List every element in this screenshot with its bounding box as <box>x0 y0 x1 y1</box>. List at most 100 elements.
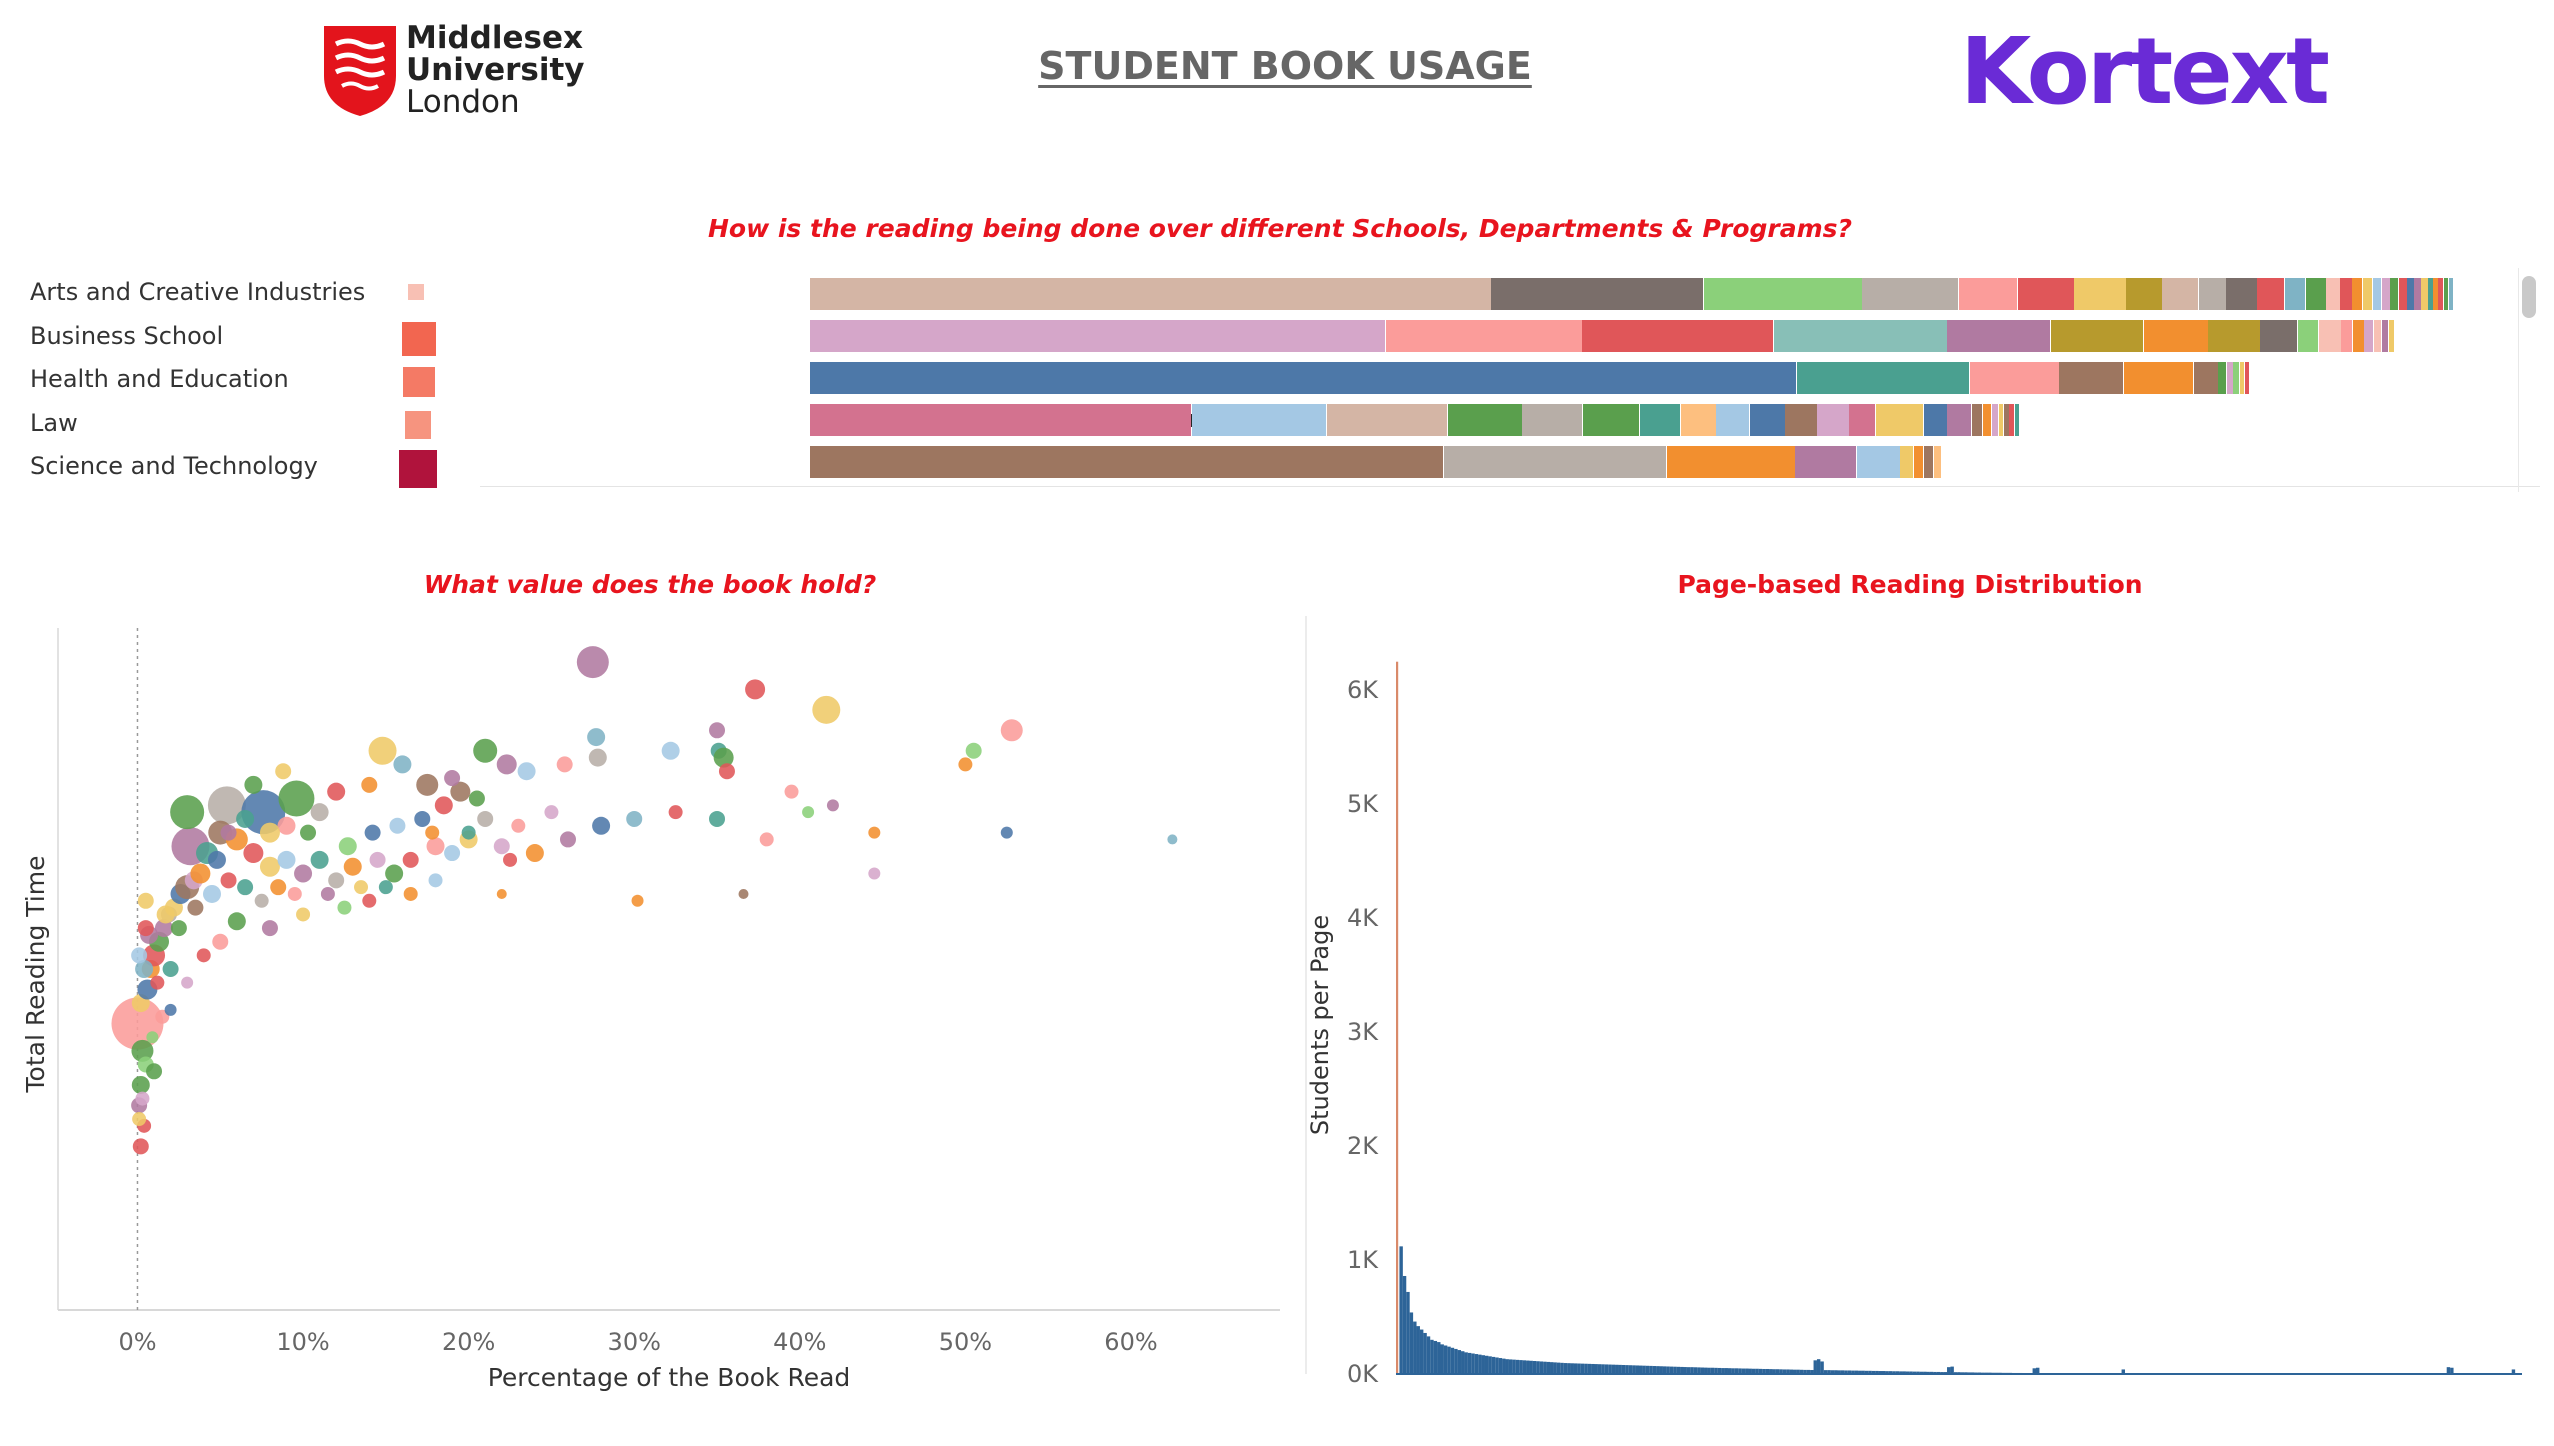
scatter-point[interactable] <box>154 919 173 938</box>
histogram-bar[interactable] <box>1731 1368 1735 1374</box>
histogram-bar[interactable] <box>1662 1366 1667 1374</box>
bar-segment[interactable] <box>810 320 1386 352</box>
histogram-bar[interactable] <box>1512 1359 1516 1374</box>
scatter-point[interactable] <box>212 933 229 950</box>
histogram-bar[interactable] <box>1717 1367 1722 1374</box>
scatter-point[interactable] <box>403 886 418 901</box>
histogram-bar[interactable] <box>1478 1354 1482 1374</box>
scatter-point[interactable] <box>207 786 246 825</box>
histogram-bar[interactable] <box>1858 1370 1862 1374</box>
histogram-bar[interactable] <box>1498 1358 1503 1374</box>
scatter-point[interactable] <box>277 850 296 869</box>
histogram-bar[interactable] <box>1738 1368 1742 1374</box>
histogram-bar[interactable] <box>1546 1361 1551 1374</box>
histogram-bar[interactable] <box>1454 1348 1458 1374</box>
bar-segment[interactable] <box>810 362 1797 394</box>
histogram-bar[interactable] <box>1923 1371 1927 1374</box>
scatter-point[interactable] <box>135 1091 150 1106</box>
scatter-point[interactable] <box>517 762 536 781</box>
histogram-bar[interactable] <box>2032 1368 2037 1374</box>
histogram-bar[interactable] <box>1502 1358 1506 1374</box>
histogram-bar[interactable] <box>1491 1356 1496 1374</box>
bar-segment[interactable] <box>2074 278 2126 310</box>
bar-segment[interactable] <box>2198 278 2226 310</box>
scatter-point[interactable] <box>493 838 510 855</box>
histogram-bar[interactable] <box>1919 1371 1924 1374</box>
scatter-point[interactable] <box>196 948 211 963</box>
bar-segment[interactable] <box>1639 404 1681 436</box>
scatter-point[interactable] <box>745 679 766 700</box>
scrollbar-thumb[interactable] <box>2522 276 2536 318</box>
histogram-bar[interactable] <box>1556 1362 1561 1374</box>
histogram-bar[interactable] <box>1769 1369 1773 1374</box>
bar-segment[interactable] <box>2352 320 2364 352</box>
bar-segment[interactable] <box>2381 278 2390 310</box>
histogram-bar[interactable] <box>1803 1369 1807 1374</box>
scatter-point[interactable] <box>146 1031 159 1044</box>
histogram-bar[interactable] <box>1515 1359 1520 1374</box>
scatter-point[interactable] <box>220 872 237 889</box>
histogram-bar[interactable] <box>1926 1371 1930 1374</box>
histogram-bar[interactable] <box>1799 1369 1804 1374</box>
bar-segment[interactable] <box>1666 446 1795 478</box>
scatter-plot[interactable]: 0% 10% 20% 30% 40% 50% 60% Percentage of the Bo… <box>0 600 1290 1400</box>
histogram-bar[interactable] <box>1734 1368 1739 1374</box>
bar-segment[interactable] <box>1192 404 1327 436</box>
scatter-point[interactable] <box>592 816 611 835</box>
scatter-point[interactable] <box>354 880 369 895</box>
scatter-point[interactable] <box>261 920 278 937</box>
scatter-point[interactable] <box>416 773 439 796</box>
stacked-bar[interactable] <box>810 404 2020 436</box>
histogram-bar[interactable] <box>1508 1359 1513 1374</box>
legend-item-law[interactable]: Law <box>30 403 450 447</box>
histogram-bar[interactable] <box>1827 1370 1831 1374</box>
bar-segment[interactable] <box>2284 278 2306 310</box>
histogram-bar[interactable] <box>1666 1366 1670 1374</box>
histogram-bar[interactable] <box>1484 1355 1489 1374</box>
histogram-bar[interactable] <box>1793 1369 1797 1374</box>
bar-segment[interactable] <box>1385 320 1582 352</box>
histogram-bar[interactable] <box>1553 1362 1557 1374</box>
histogram-bar[interactable] <box>1710 1367 1715 1374</box>
scatter-point[interactable] <box>131 1075 150 1094</box>
bar-segment[interactable] <box>1582 404 1640 436</box>
bar-segment[interactable] <box>2226 278 2257 310</box>
bar-segment[interactable] <box>1797 362 1970 394</box>
histogram-bar[interactable] <box>1591 1363 1595 1374</box>
scatter-point[interactable] <box>385 864 404 883</box>
scatter-point[interactable] <box>556 756 573 773</box>
histogram-bar[interactable] <box>1543 1361 1547 1374</box>
scatter-point[interactable] <box>511 818 526 833</box>
histogram-bar[interactable] <box>1594 1364 1598 1374</box>
histogram-bar[interactable] <box>1775 1369 1780 1374</box>
histogram-bar[interactable] <box>1844 1370 1848 1374</box>
scatter-point[interactable] <box>137 920 154 937</box>
histogram-bar[interactable] <box>1680 1366 1684 1374</box>
histogram-bar[interactable] <box>1430 1339 1434 1374</box>
scatter-point[interactable] <box>343 857 362 876</box>
histogram-bar[interactable] <box>1416 1326 1420 1374</box>
histogram-bar[interactable] <box>1536 1361 1540 1374</box>
scatter-point[interactable] <box>587 728 606 747</box>
histogram-bar[interactable] <box>1519 1360 1523 1374</box>
histogram-bar[interactable] <box>1457 1350 1462 1374</box>
histogram-bar[interactable] <box>1700 1367 1705 1374</box>
histogram-bar[interactable] <box>1909 1371 1913 1374</box>
bar-segment[interactable] <box>2443 278 2449 310</box>
histogram-bar[interactable] <box>1481 1355 1485 1374</box>
histogram-bar[interactable] <box>1584 1363 1588 1374</box>
histogram-bar[interactable] <box>1443 1345 1448 1374</box>
scatter-point[interactable] <box>661 741 680 760</box>
bar-segment[interactable] <box>810 278 1491 310</box>
scatter-point[interactable] <box>244 775 263 794</box>
histogram-bar[interactable] <box>1601 1364 1605 1374</box>
bar-segment[interactable] <box>1947 404 1972 436</box>
histogram-bar[interactable] <box>1878 1371 1882 1374</box>
histogram-bar[interactable] <box>1864 1370 1869 1374</box>
histogram-bar[interactable] <box>1433 1340 1438 1374</box>
histogram-bar[interactable] <box>1881 1371 1886 1374</box>
bar-segment[interactable] <box>2051 320 2143 352</box>
scatter-point[interactable] <box>434 796 453 815</box>
scatter-point[interactable] <box>259 822 280 843</box>
histogram-bar[interactable] <box>1851 1370 1855 1374</box>
